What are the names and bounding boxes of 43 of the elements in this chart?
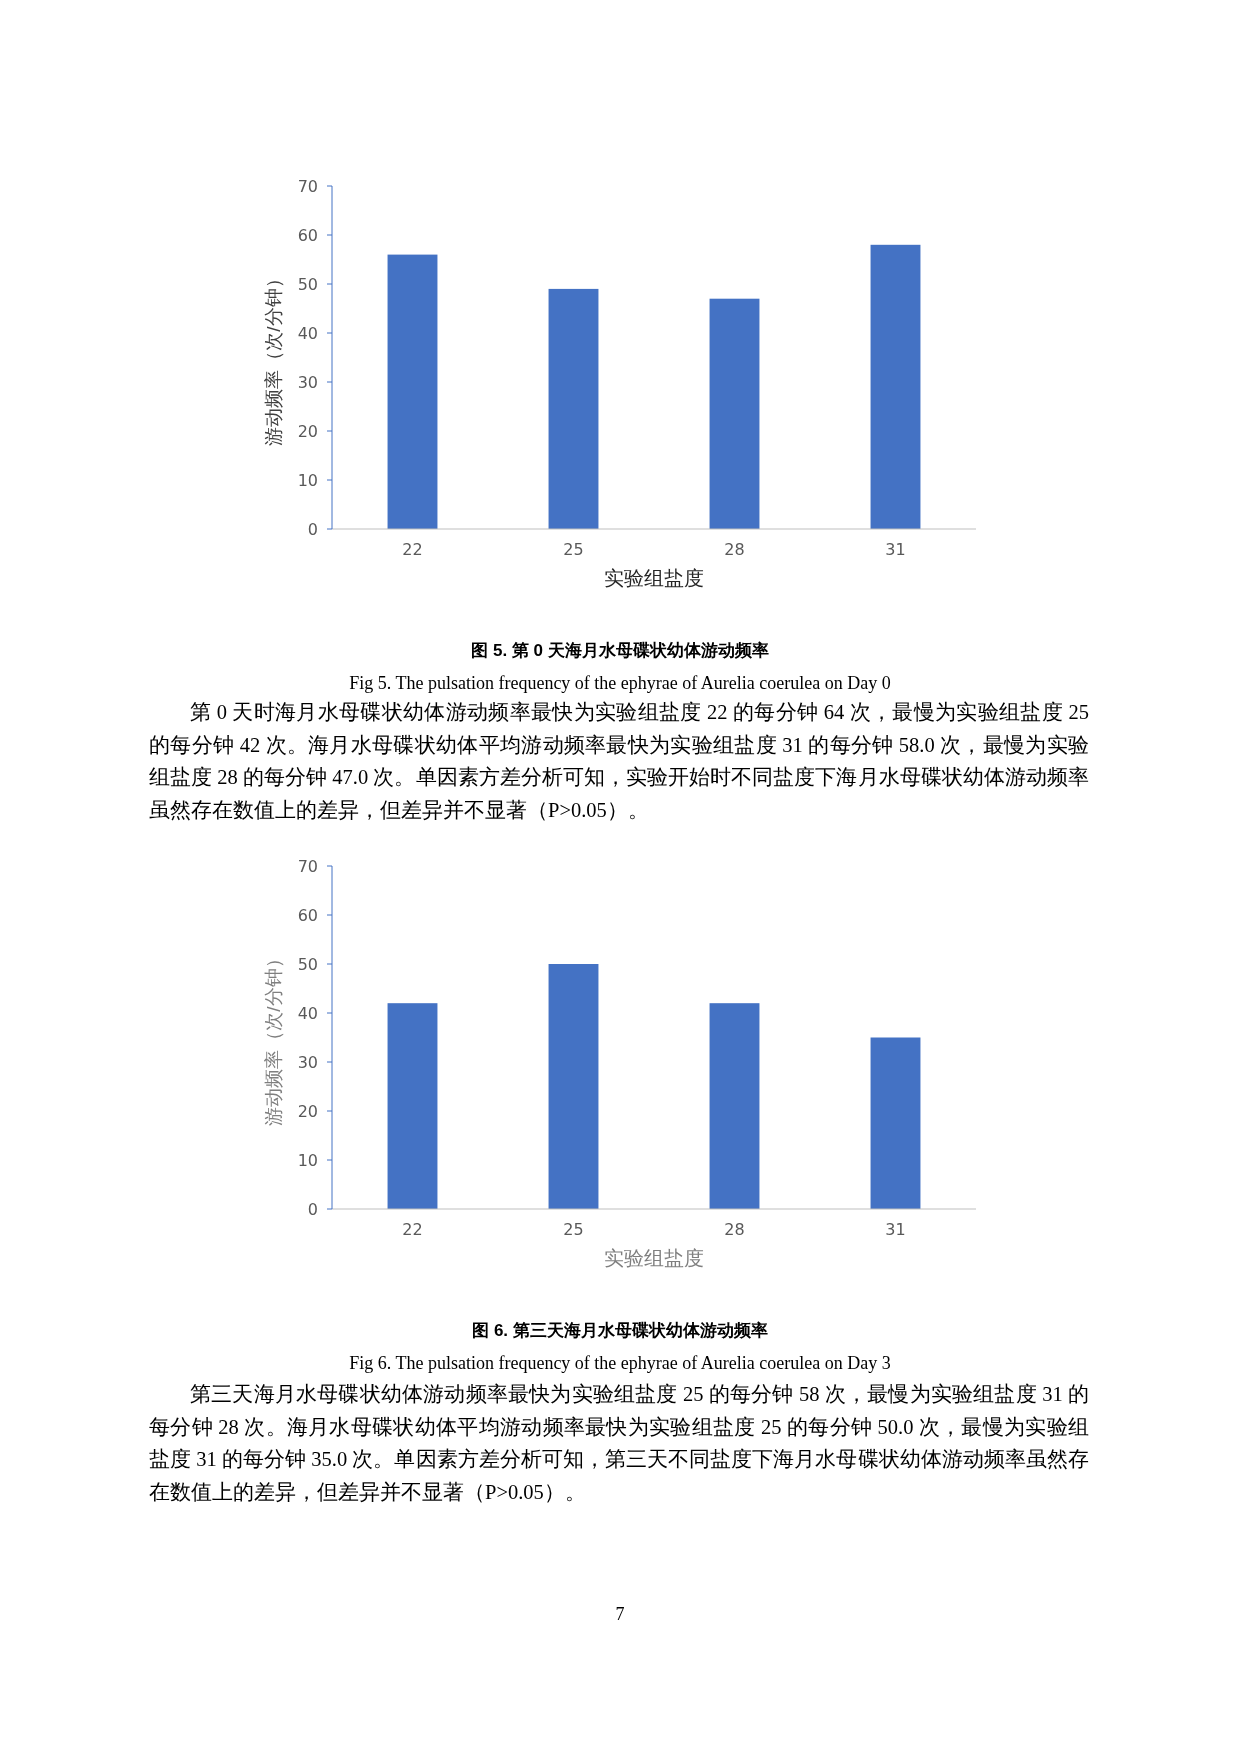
x-tick-label: 22 (402, 540, 423, 559)
y-axis-title: 游动频率（次/分钟） (263, 269, 284, 446)
y-tick-label: 20 (297, 1101, 318, 1121)
x-tick-label: 31 (885, 1220, 906, 1239)
y-tick-label: 0 (307, 1199, 318, 1219)
text: 第三天海月水母碟状幼体游动频率最快为实验组盐度 25 的每分钟 58 次，最慢为实验组盐度 31 的每分钟 28 次。海月水母碟状幼体平均游动频率最快为实验组盐度 25 的每分钟 50.0 次，最慢为实验组盐度 31 的每分钟 35.0 次。单因素方差分析可知，第三天不同盐度下海月水母碟状幼体游动频率虽然存在数值上的差异，但差异并不显著（P>0.05）。 (149, 1382, 1090, 1505)
x-axis-title: 实验组盐度 (604, 567, 704, 589)
y-tick-label: 20 (297, 421, 318, 441)
bar (548, 288, 599, 529)
text: 图 6. 第三天海月水母碟状幼体游动频率 (472, 1321, 768, 1340)
text: 第 0 天时海月水母碟状幼体游动频率最快为实验组盐度 22 的每分钟 64 次，最慢为实验组盐度 25 的每分钟 42 次。海月水母碟状幼体平均游动频率最快为实验组盐度 31 的每分钟 58.0 次，最慢为实验组盐度 28 的每分钟 47.0 次。单因素方差分析可知，实验开始时不同盐度下海月水母碟状幼体游动频率虽然存在数值上的差异，但差异并不显著（P>0.05）。 (149, 700, 1089, 823)
text: Fig 6. The pulsation frequency of the ephyrae of Aurelia coerulea on Day 3 (349, 1353, 891, 1373)
y-tick-label: 0 (307, 519, 318, 539)
text: 7 (614, 1604, 626, 1625)
y-tick-label: 50 (297, 954, 318, 974)
bar (870, 1037, 921, 1209)
bar (709, 298, 760, 529)
y-axis-title: 游动频率（次/分钟） (263, 949, 284, 1126)
x-tick-label: 31 (885, 540, 906, 559)
x-tick-label: 25 (563, 1220, 584, 1239)
bar (387, 254, 438, 529)
y-tick-label: 40 (297, 323, 318, 343)
y-tick-label: 60 (297, 225, 318, 245)
x-tick-label: 25 (563, 540, 584, 559)
text: Fig 5. The pulsation frequency of the ephyrae of Aurelia coerulea on Day 0 (349, 673, 891, 693)
y-tick-label: 10 (297, 470, 318, 490)
y-tick-label: 40 (297, 1003, 318, 1023)
y-tick-label: 50 (297, 274, 318, 294)
x-tick-label: 28 (724, 1220, 745, 1239)
bar (548, 964, 599, 1209)
y-tick-label: 30 (297, 1052, 318, 1072)
y-tick-label: 30 (297, 372, 318, 392)
y-tick-label: 60 (297, 905, 318, 925)
x-tick-label: 22 (402, 1220, 423, 1239)
y-tick-label: 70 (297, 856, 318, 876)
y-tick-label: 10 (297, 1150, 318, 1170)
x-axis-title: 实验组盐度 (604, 1247, 704, 1269)
bar (387, 1003, 438, 1209)
y-tick-label: 70 (297, 176, 318, 196)
text: 图 5. 第 0 天海月水母碟状幼体游动频率 (471, 641, 769, 660)
x-tick-label: 28 (724, 540, 745, 559)
bar (709, 1003, 760, 1209)
bar (870, 244, 921, 529)
